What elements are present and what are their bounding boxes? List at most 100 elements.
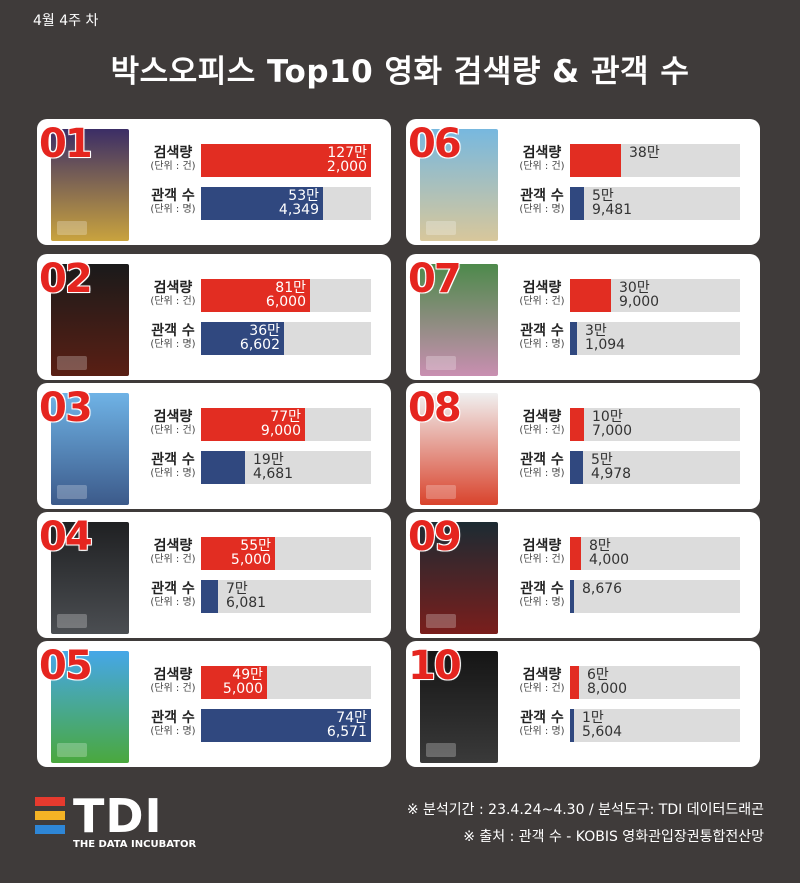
movie-card-04: 04 검색량 (단위 : 건) 55만 5,000 관객 수 (단위 : 명) 7만 6,0…	[37, 512, 391, 638]
movie-card-07: 07 검색량 (단위 : 건) 30만 9,000 관객 수 (단위 : 명) 3만 1,0…	[406, 254, 760, 380]
rank-label: 10	[408, 643, 462, 689]
audience-bar-track: 8,676	[570, 580, 740, 613]
search-bar	[201, 408, 305, 441]
audience-bar	[201, 322, 284, 355]
metric-name: 검색량	[522, 667, 562, 683]
audience-bar-track: 53만 4,349	[201, 187, 371, 220]
search-label: 검색량 (단위 : 건)	[510, 538, 574, 566]
search-label: 검색량 (단위 : 건)	[141, 667, 205, 695]
metric-unit: (단위 : 건)	[150, 161, 196, 173]
week-label: 4월 4주 차	[33, 13, 99, 29]
audience-value-label: 1만 5,604	[582, 710, 623, 740]
search-bar	[201, 537, 275, 570]
logo-text: TDI	[73, 789, 163, 843]
poster-title-mark	[426, 743, 456, 757]
rank-label: 07	[408, 256, 462, 302]
audience-bar	[201, 451, 245, 484]
search-label: 검색량 (단위 : 건)	[141, 538, 205, 566]
metric-unit: (단위 : 건)	[519, 296, 565, 308]
search-bar-track: 10만 7,000	[570, 408, 740, 441]
search-bar-track: 8만 4,000	[570, 537, 740, 570]
logo-stripe-yellow	[35, 811, 65, 820]
search-value-label: 30만 9,000	[619, 280, 660, 310]
metric-name: 관객 수	[151, 581, 195, 597]
metric-unit: (단위 : 명)	[519, 726, 565, 738]
metric-name: 검색량	[153, 409, 193, 425]
metric-name: 관객 수	[520, 581, 564, 597]
audience-bar	[201, 187, 323, 220]
metric-unit: (단위 : 명)	[150, 726, 196, 738]
search-bar	[570, 537, 581, 570]
search-bar	[570, 279, 611, 312]
audience-value-label: 3만 1,094	[585, 323, 626, 353]
metric-name: 검색량	[153, 667, 193, 683]
movie-card-08: 08 검색량 (단위 : 건) 10만 7,000 관객 수 (단위 : 명) 5만 4,9…	[406, 383, 760, 509]
logo-stripe-blue	[35, 825, 65, 834]
metric-unit: (단위 : 건)	[150, 425, 196, 437]
rank-label: 06	[408, 121, 462, 167]
search-bar-track: 30만 9,000	[570, 279, 740, 312]
audience-bar-track: 74만 6,571	[201, 709, 371, 742]
movie-card-10: 10 검색량 (단위 : 건) 6만 8,000 관객 수 (단위 : 명) 1만 5,60…	[406, 641, 760, 767]
movie-card-02: 02 검색량 (단위 : 건) 81만 6,000 관객 수 (단위 : 명) 36만 6,…	[37, 254, 391, 380]
poster-title-mark	[426, 614, 456, 628]
search-value-label: 127만 2,000	[326, 145, 367, 175]
search-value-label: 6만 8,000	[587, 667, 628, 697]
metric-name: 관객 수	[151, 323, 195, 339]
search-value-label: 77만 9,000	[260, 409, 301, 439]
metric-unit: (단위 : 명)	[519, 204, 565, 216]
metric-unit: (단위 : 건)	[519, 683, 565, 695]
audience-label: 관객 수 (단위 : 명)	[510, 188, 574, 216]
poster-06-icon	[420, 129, 498, 241]
movie-card-03: 03 검색량 (단위 : 건) 77만 9,000 관객 수 (단위 : 명) 19만 4,…	[37, 383, 391, 509]
poster-title-mark	[426, 356, 456, 370]
metric-name: 검색량	[522, 280, 562, 296]
search-bar	[570, 666, 579, 699]
audience-value-label: 5만 9,481	[592, 188, 633, 218]
search-label: 검색량 (단위 : 건)	[510, 409, 574, 437]
audience-label: 관객 수 (단위 : 명)	[141, 323, 205, 351]
audience-bar	[570, 451, 583, 484]
metric-name: 관객 수	[520, 188, 564, 204]
metric-name: 관객 수	[151, 452, 195, 468]
metric-name: 관객 수	[520, 323, 564, 339]
metric-name: 관객 수	[151, 710, 195, 726]
metric-unit: (단위 : 명)	[150, 468, 196, 480]
audience-bar	[570, 580, 574, 613]
metric-name: 관객 수	[520, 452, 564, 468]
search-label: 검색량 (단위 : 건)	[141, 145, 205, 173]
audience-bar-track: 5만 9,481	[570, 187, 740, 220]
poster-05-icon	[51, 651, 129, 763]
metric-unit: (단위 : 명)	[519, 597, 565, 609]
rank-label: 09	[408, 514, 462, 560]
metric-name: 관객 수	[151, 188, 195, 204]
search-value-label: 49만 5,000	[222, 667, 263, 697]
search-label: 검색량 (단위 : 건)	[510, 145, 574, 173]
metric-unit: (단위 : 명)	[150, 204, 196, 216]
search-label: 검색량 (단위 : 건)	[141, 409, 205, 437]
audience-value-label: 7만 6,081	[226, 581, 267, 611]
page-title: 박스오피스 Top10 영화 검색량 & 관객 수	[110, 54, 690, 90]
logo-subtitle: THE DATA INCUBATOR	[73, 839, 197, 850]
metric-unit: (단위 : 명)	[519, 468, 565, 480]
rank-label: 04	[39, 514, 93, 560]
poster-title-mark	[57, 356, 87, 370]
metric-unit: (단위 : 명)	[150, 597, 196, 609]
audience-value-label: 74만 6,571	[326, 710, 367, 740]
audience-label: 관객 수 (단위 : 명)	[510, 710, 574, 738]
poster-01-icon	[51, 129, 129, 241]
search-bar	[570, 144, 621, 177]
audience-bar	[570, 709, 574, 742]
poster-09-icon	[420, 522, 498, 634]
search-bar-track: 49만 5,000	[201, 666, 371, 699]
metric-name: 검색량	[153, 538, 193, 554]
metric-unit: (단위 : 명)	[150, 339, 196, 351]
audience-value-label: 8,676	[582, 581, 623, 597]
rank-label: 01	[39, 121, 93, 167]
audience-bar-track: 1만 5,604	[570, 709, 740, 742]
metric-unit: (단위 : 건)	[519, 425, 565, 437]
audience-bar-track: 36만 6,602	[201, 322, 371, 355]
search-bar-track: 38만	[570, 144, 740, 177]
metric-name: 검색량	[522, 538, 562, 554]
